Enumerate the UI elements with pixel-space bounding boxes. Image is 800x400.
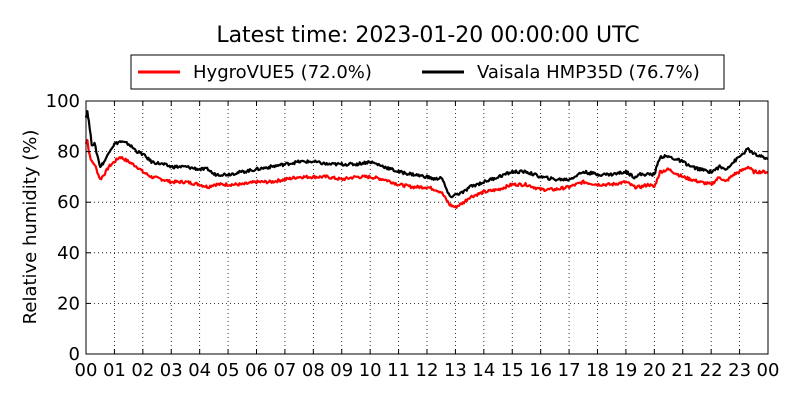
x-tick-label: 01 (103, 360, 126, 381)
series-line-hygrovue5 (84, 139, 769, 209)
x-tick-label: 07 (273, 360, 296, 381)
y-tick-label: 20 (57, 293, 80, 314)
x-tick-label: 18 (586, 360, 609, 381)
x-tick-label: 14 (472, 360, 495, 381)
series-line-vaisala (84, 110, 769, 199)
legend-label-hygrovue5: HygroVUE5 (72.0%) (193, 62, 372, 83)
x-tick-label: 08 (302, 360, 325, 381)
y-tick-label: 80 (57, 142, 80, 163)
x-tick-label: 09 (330, 360, 353, 381)
plot-frame (85, 100, 769, 355)
y-tick-label: 60 (57, 192, 80, 213)
x-tick-label: 19 (614, 360, 637, 381)
y-tick-label: 40 (57, 243, 80, 264)
x-tick-label: 05 (217, 360, 240, 381)
x-tick-label: 00 (757, 360, 780, 381)
x-tick-label: 03 (160, 360, 183, 381)
x-tick-label: 06 (245, 360, 268, 381)
chart-title: Latest time: 2023-01-20 00:00:00 UTC (216, 23, 639, 48)
x-tick-label: 23 (728, 360, 751, 381)
x-tick-label: 10 (359, 360, 382, 381)
x-tick-label: 16 (529, 360, 552, 381)
x-tick-label: 22 (700, 360, 723, 381)
x-tick-label: 00 (75, 360, 98, 381)
ticks: 00 01 02 03 04 05 06 07 08 09 10 11 12 13 14 15 16 17 18 19… (46, 91, 780, 381)
y-axis-label: Relative humidity (%) (20, 130, 41, 325)
y-tick-label: 100 (46, 91, 80, 112)
legend-label-vaisala: Vaisala HMP35D (76.7%) (477, 62, 700, 83)
y-tick-label: 0 (69, 344, 80, 365)
x-tick-label: 21 (671, 360, 694, 381)
x-tick-label: 04 (188, 360, 211, 381)
legend: HygroVUE5 (72.0%) Vaisala HMP35D (76.7%) (130, 54, 725, 90)
x-tick-label: 17 (558, 360, 581, 381)
x-tick-label: 13 (444, 360, 467, 381)
x-tick-label: 20 (643, 360, 666, 381)
grid (86, 101, 768, 354)
series-layer (84, 110, 769, 209)
x-tick-label: 11 (387, 360, 410, 381)
x-tick-label: 15 (501, 360, 524, 381)
x-tick-label: 12 (416, 360, 439, 381)
x-tick-label: 02 (131, 360, 154, 381)
